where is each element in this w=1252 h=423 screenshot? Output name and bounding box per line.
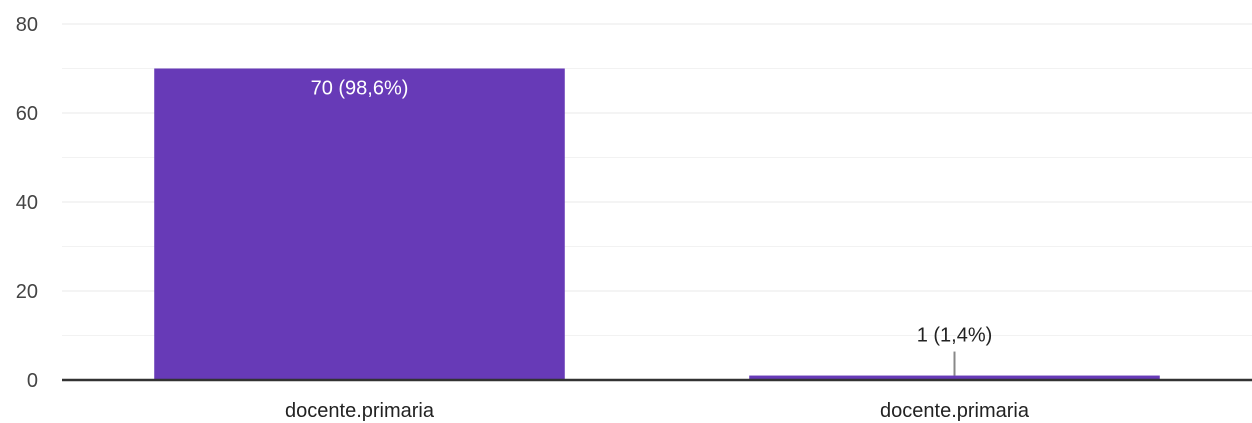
bars (154, 68, 1160, 380)
bar-2 (749, 375, 1160, 380)
bar-1 (154, 68, 565, 380)
x-category-label: docente.primaria (285, 400, 435, 422)
y-axis-ticks: 0 20 40 60 80 (16, 14, 38, 392)
data-labels: 70 (98,6%) 1 (1,4%) (311, 78, 993, 376)
x-axis-labels: docente.primaria docente.primaria (285, 400, 1030, 422)
data-label-2: 1 (1,4%) (917, 325, 993, 347)
y-tick-label: 20 (16, 281, 38, 303)
x-category-label: docente.primaria (880, 400, 1030, 422)
y-tick-label: 60 (16, 103, 38, 125)
y-tick-label: 0 (27, 370, 38, 392)
data-label-1: 70 (98,6%) (311, 78, 409, 100)
y-tick-label: 80 (16, 14, 38, 36)
y-tick-label: 40 (16, 192, 38, 214)
